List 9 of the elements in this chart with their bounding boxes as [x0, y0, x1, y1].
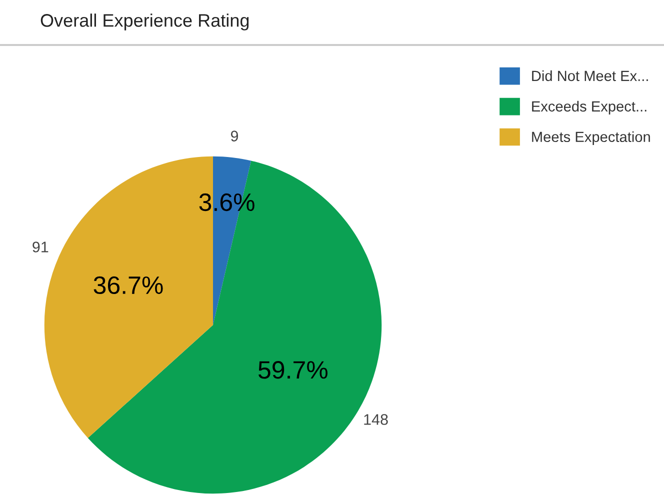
legend-label: Exceeds Expect...: [532, 100, 646, 114]
data-label: 9: [230, 130, 238, 142]
data-label: 148: [364, 414, 388, 425]
legend-label: Did Not Meet Ex...: [532, 70, 648, 82]
chart-title: Overall Experience Rating: [40, 14, 249, 30]
text: 59.7%: [258, 361, 328, 379]
text: 36.7%: [94, 276, 163, 294]
legend-label: Meets Expectation: [532, 131, 650, 145]
data-label: 91: [32, 242, 48, 252]
